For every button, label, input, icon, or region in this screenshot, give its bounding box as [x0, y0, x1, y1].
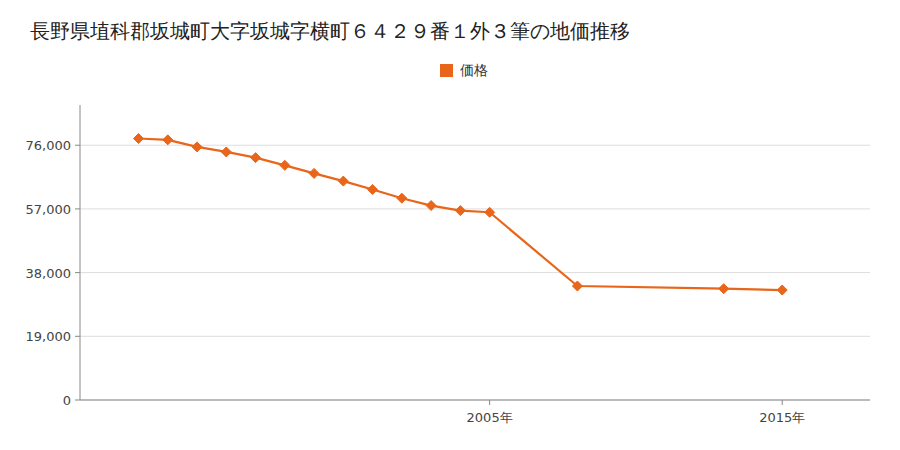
title: 長野県埴科郡坂城町大字坂城字横町６４２９番１外３筆の地価推移 [30, 19, 630, 43]
legend-swatch [440, 64, 453, 77]
y-tick [75, 208, 80, 209]
data-point [309, 168, 319, 178]
x-axis-line [80, 400, 870, 401]
grid-line [80, 208, 870, 209]
data-point [280, 160, 290, 170]
y-axis: 0 19,000 38,000 57,000 76,000 [26, 105, 81, 408]
data-point [221, 147, 231, 157]
data-point [338, 176, 348, 186]
y-tick [75, 400, 80, 401]
series-line [139, 139, 783, 291]
grid-line [80, 400, 870, 401]
legend: 価格 [440, 62, 488, 78]
chart-svg: 長野県埴科郡坂城町大字坂城字横町６４２９番１外３筆の地価推移 0 19,000 38,… [0, 0, 900, 450]
y-tick [75, 145, 80, 146]
x-axis: 2005年 2015年 [80, 400, 870, 425]
y-tick-label: 0 [63, 393, 71, 408]
data-point [455, 206, 465, 216]
data-point [163, 135, 173, 145]
x-tick-label: 2015年 [759, 410, 805, 425]
x-tick [489, 400, 490, 405]
y-tick-label: 76,000 [26, 138, 72, 153]
data-point [251, 153, 261, 163]
data-point [134, 134, 144, 144]
grid-line [80, 336, 870, 337]
data-point [719, 284, 729, 294]
chart-container: 長野県埴科郡坂城町大字坂城字横町６４２９番１外３筆の地価推移 0 19,000 38,… [0, 0, 900, 450]
background [0, 0, 900, 450]
y-tick-label: 57,000 [26, 202, 72, 217]
grid-line [80, 272, 870, 273]
y-tick-label: 19,000 [26, 329, 72, 344]
y-tick-label: 38,000 [26, 266, 72, 281]
grid [80, 145, 870, 400]
data-point [485, 207, 495, 217]
data-point [368, 184, 378, 194]
x-tick-label: 2005年 [467, 410, 513, 425]
y-tick [75, 272, 80, 273]
plot-area [134, 134, 788, 296]
data-point [192, 142, 202, 152]
x-tick [782, 400, 783, 405]
legend-label: 価格 [460, 62, 488, 78]
data-point [426, 201, 436, 211]
data-point [572, 281, 582, 291]
y-tick [75, 336, 80, 337]
y-axis-line [80, 105, 81, 400]
data-point [397, 193, 407, 203]
data-point [777, 285, 787, 295]
